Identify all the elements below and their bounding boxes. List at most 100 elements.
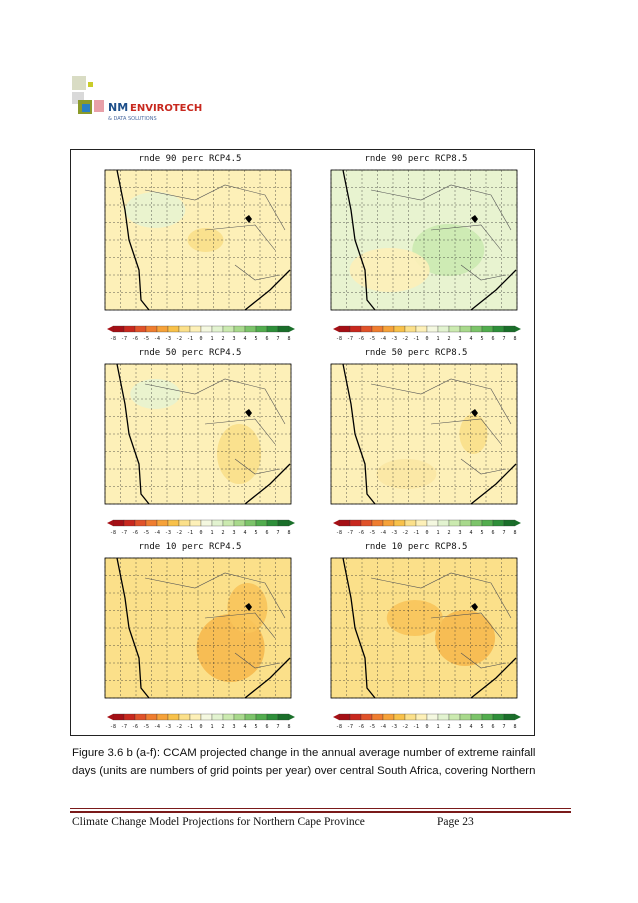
- colorbar-label: 0: [425, 724, 428, 730]
- map-plot: [104, 169, 292, 311]
- colorbar-swatch: [349, 325, 362, 333]
- coastline-east: [470, 269, 517, 311]
- colorbar-label: -2: [176, 530, 182, 536]
- colorbar-swatch: [338, 713, 351, 721]
- colorbar-label: -4: [154, 724, 160, 730]
- colorbar-label: -4: [154, 530, 160, 536]
- colorbar-label: 1: [210, 530, 213, 536]
- colorbar-swatch: [393, 713, 406, 721]
- colorbar-label: 6: [491, 336, 494, 342]
- colorbar-swatch: [481, 325, 494, 333]
- colorbar-label: -1: [187, 724, 193, 730]
- shaded-region: [435, 610, 496, 666]
- map-plot: [104, 557, 292, 699]
- colorbar-swatch: [167, 325, 180, 333]
- shaded-region: [349, 248, 430, 292]
- colorbar-right-arrow: [289, 326, 295, 332]
- colorbar-label: 1: [436, 530, 439, 536]
- colorbar-swatch: [393, 519, 406, 527]
- coastline: [116, 557, 150, 699]
- colorbar-label: -1: [413, 336, 419, 342]
- colorbar-swatch: [492, 325, 505, 333]
- border-lines: [370, 378, 512, 475]
- colorbar-swatch: [459, 325, 472, 333]
- colorbar-label: -1: [187, 336, 193, 342]
- colorbar-label: 3: [458, 530, 461, 536]
- colorbar-label: 5: [254, 530, 257, 536]
- panel-title: rnde 50 perc RCP4.5: [138, 348, 242, 358]
- colorbar-label: -7: [347, 336, 353, 342]
- colorbar-swatch: [360, 713, 373, 721]
- colorbar-label: -5: [369, 336, 375, 342]
- border-lines: [370, 572, 512, 669]
- colorbar-swatch: [371, 519, 384, 527]
- colorbar-swatch: [349, 519, 362, 527]
- colorbar-label: -6: [132, 530, 138, 536]
- colorbar-swatch: [112, 325, 125, 333]
- panel-title: rnde 90 perc RCP8.5: [364, 154, 468, 164]
- coastline-east: [470, 657, 517, 699]
- colorbar-swatch: [360, 519, 373, 527]
- colorbar-swatch: [178, 519, 191, 527]
- border-lines: [144, 572, 286, 669]
- colorbar-swatch: [244, 325, 257, 333]
- map-panel-f: rnde 10 perc RCP8.5 -8 -7 -6 -5 -4 -3 -2 -1 0 1 2 3…: [305, 542, 527, 732]
- colorbar-swatch: [382, 713, 395, 721]
- colorbar-swatch: [255, 713, 268, 721]
- footer-rule-thick: [70, 811, 571, 813]
- coastline: [342, 169, 376, 311]
- map-plot: [330, 557, 518, 699]
- colorbar-label: 6: [265, 724, 268, 730]
- colorbar-swatch: [156, 519, 169, 527]
- colorbar-label: 8: [287, 724, 290, 730]
- colorbar-label: 4: [469, 724, 472, 730]
- colorbar-label: 3: [458, 724, 461, 730]
- coastline-east: [470, 463, 517, 505]
- panel-title: rnde 10 perc RCP4.5: [138, 542, 242, 552]
- colorbar-right-arrow: [515, 520, 521, 526]
- border-lines: [144, 378, 286, 475]
- colorbar-swatch: [404, 713, 417, 721]
- colorbar-swatch: [277, 713, 290, 721]
- colorbar-label: 0: [425, 336, 428, 342]
- colorbar-label: 8: [287, 336, 290, 342]
- colorbar-label: -7: [347, 724, 353, 730]
- colorbar-label: -6: [358, 530, 364, 536]
- colorbar-label: -4: [380, 336, 386, 342]
- colorbar-label: 3: [232, 530, 235, 536]
- colorbar-swatch: [123, 325, 136, 333]
- colorbar-right-arrow: [515, 326, 521, 332]
- colorbar-label: -1: [187, 530, 193, 536]
- colorbar-left-arrow: [107, 520, 113, 526]
- colorbar-swatch: [338, 325, 351, 333]
- map-plot: [104, 363, 292, 505]
- colorbar-label: -8: [110, 724, 116, 730]
- colorbar-label: 0: [425, 530, 428, 536]
- shaded-region: [459, 414, 488, 454]
- colorbar-swatch: [349, 713, 362, 721]
- colorbar-label: -6: [132, 724, 138, 730]
- colorbar-label: -6: [358, 724, 364, 730]
- colorbar: -8 -7 -6 -5 -4 -3 -2 -1 0 1 2 3 4 5 6 7 8: [333, 325, 521, 342]
- colorbar-label: -2: [176, 724, 182, 730]
- colorbar-label: 8: [513, 336, 516, 342]
- colorbar: -8 -7 -6 -5 -4 -3 -2 -1 0 1 2 3 4 5 6 7 8: [333, 519, 521, 536]
- colorbar-label: -4: [154, 336, 160, 342]
- colorbar-label: 2: [447, 530, 450, 536]
- colorbar-swatch: [382, 519, 395, 527]
- colorbar-swatch: [459, 713, 472, 721]
- colorbar-swatch: [222, 713, 235, 721]
- colorbar-label: 8: [513, 724, 516, 730]
- colorbar-swatch: [459, 519, 472, 527]
- shaded-region: [130, 379, 181, 409]
- colorbar-swatch: [492, 713, 505, 721]
- footer-rule: [70, 808, 571, 809]
- colorbar-label: 4: [243, 336, 246, 342]
- shaded-region: [386, 600, 443, 636]
- shaded-region: [412, 224, 485, 276]
- map-plot: [330, 169, 518, 311]
- colorbar-swatch: [134, 713, 147, 721]
- coastline: [342, 363, 376, 505]
- colorbar-swatch: [470, 713, 483, 721]
- colorbar-swatch: [382, 325, 395, 333]
